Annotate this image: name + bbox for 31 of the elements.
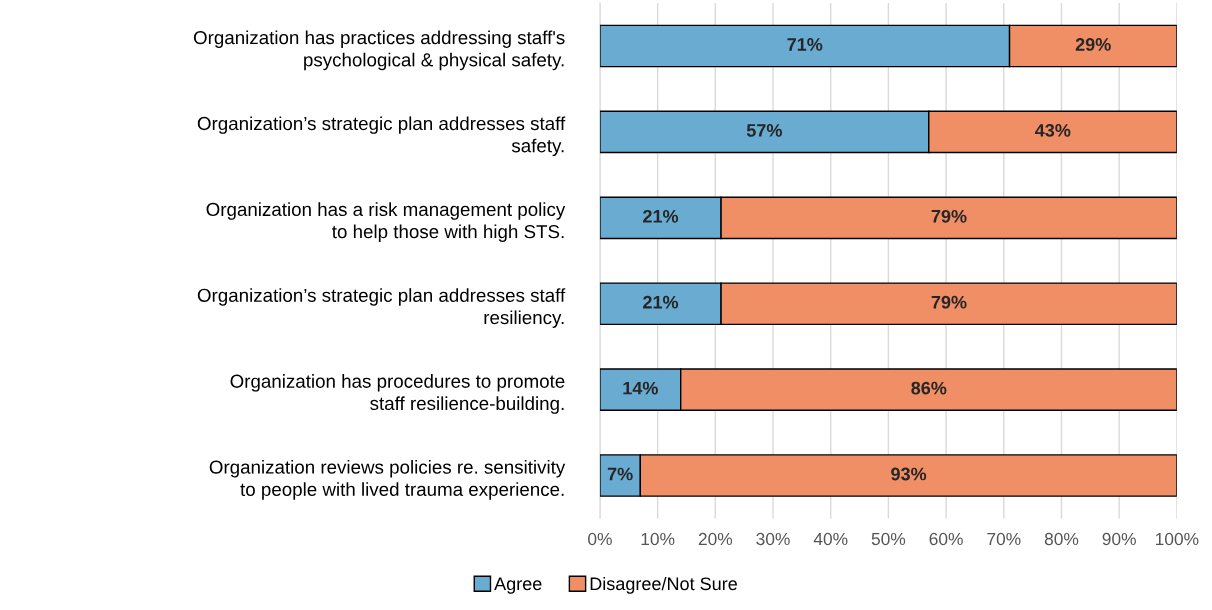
x-tick-label: 30%	[756, 532, 790, 546]
x-tick-label: 40%	[813, 532, 848, 546]
data-label: 86%	[911, 381, 947, 395]
y-tick-label: Organization’s strategic plan addresses staff safety.	[197, 116, 566, 157]
data-label: 21%	[643, 295, 679, 309]
data-label: 14%	[623, 381, 658, 395]
data-label: 57%	[746, 124, 782, 137]
legend-label: Agree	[494, 577, 542, 594]
x-tick-label: 70%	[987, 532, 1021, 546]
x-tick-label: 20%	[698, 532, 733, 546]
data-label: 7%	[607, 467, 633, 481]
data-label: 93%	[891, 467, 927, 481]
y-tick-label: Organization reviews policies re. sensitivity to people with lived trauma experience.	[209, 460, 566, 500]
legend-label: Disagree/Not Sure	[590, 576, 737, 594]
y-tick-label: Organization’s strategic plan addresses staff resiliency.	[197, 288, 566, 328]
y-tick-label: Organization has a risk management policy to help those with high STS.	[206, 202, 566, 242]
x-tick-label: 0%	[588, 532, 612, 546]
y-tick-label: Organization has procedures to promote staff resilience-building.	[230, 374, 565, 414]
data-label: 71%	[787, 38, 823, 51]
data-label: 79%	[931, 295, 967, 309]
data-label: 43%	[1035, 123, 1071, 137]
data-label: 29%	[1075, 38, 1111, 51]
data-label: 79%	[931, 209, 967, 223]
x-tick-label: 90%	[1102, 532, 1136, 546]
x-tick-label: 50%	[871, 532, 906, 546]
x-tick-label: 10%	[641, 532, 675, 546]
x-tick-label: 100%	[1155, 532, 1199, 546]
y-tick-label: Organization has practices addressing staff's psychological & physical safety.	[193, 30, 565, 71]
x-tick-label: 60%	[929, 532, 963, 546]
data-label: 21%	[643, 209, 679, 223]
x-tick-label: 80%	[1044, 532, 1079, 546]
